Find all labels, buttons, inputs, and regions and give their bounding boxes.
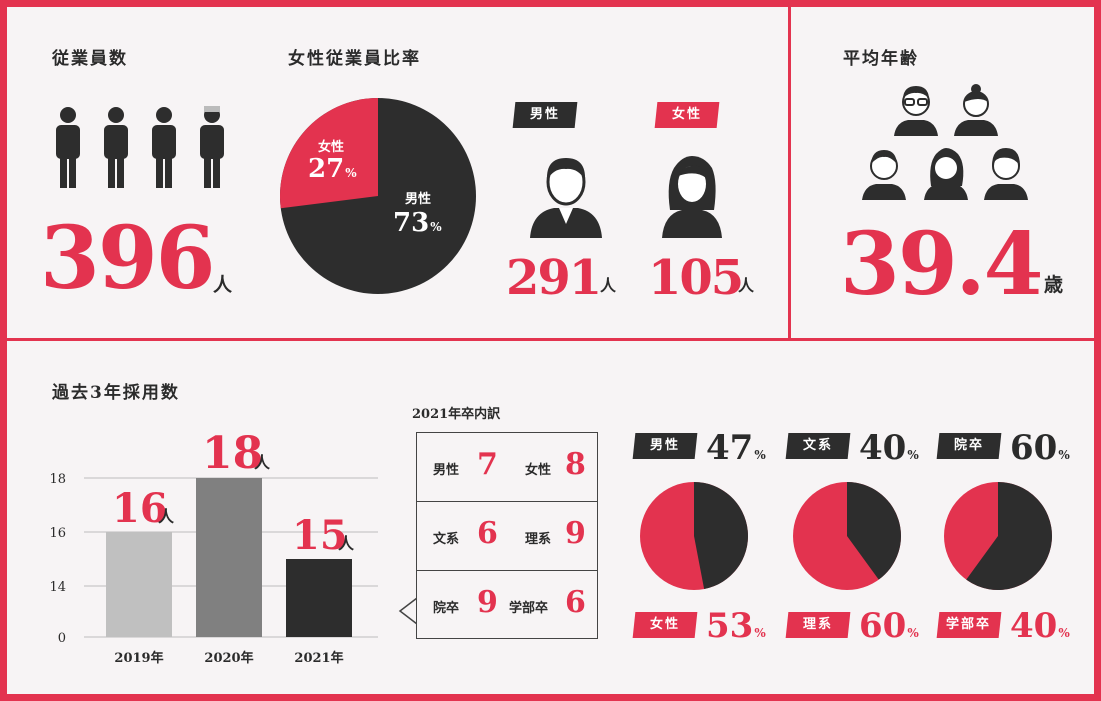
person-icon	[200, 106, 224, 188]
breakdown-value: 7	[477, 447, 498, 482]
breakdown-value: 6	[477, 516, 498, 551]
breakdown-value: 9	[477, 585, 498, 620]
male-count: 291	[506, 250, 602, 306]
person-icon	[152, 107, 176, 188]
female-avatar-icon	[662, 156, 722, 238]
bar-value-label: 16	[112, 485, 168, 532]
ratio-pie	[793, 482, 901, 590]
pie-bottom-tag: 学部卒	[936, 612, 1002, 638]
breakdown-label: 男性	[433, 463, 460, 478]
pie-female-slice	[280, 98, 378, 209]
bar	[196, 478, 262, 637]
pie-top-tag: 文系	[785, 433, 851, 459]
breakdown-box: 男性 7 女性 8 文系 6 理系 9 院卒 9 学部卒 6	[416, 432, 598, 639]
pie-female-value-wrap: 27%	[308, 154, 357, 184]
person-icon	[56, 107, 80, 188]
breakdown-label: 文系	[433, 532, 460, 547]
x-tick-label: 2019年	[114, 650, 163, 666]
ratio-pie	[944, 482, 1052, 590]
pie-female-value: 27	[308, 154, 345, 184]
employees-unit: 人	[213, 274, 233, 296]
divider-horizontal	[7, 338, 1094, 341]
breakdown-row: 男性 7 女性 8	[417, 433, 597, 502]
bar-value-unit: 人	[158, 507, 175, 526]
person-icon	[104, 107, 128, 188]
pie-top-tag: 院卒	[936, 433, 1002, 459]
pie-bottom-tag: 女性	[632, 612, 698, 638]
pie-top-tag: 男性	[632, 433, 698, 459]
pie-male-value: 73	[393, 208, 430, 238]
man-icon	[862, 150, 906, 200]
x-tick-label: 2020年	[204, 650, 253, 666]
divider-vertical	[788, 7, 791, 340]
breakdown-value: 6	[565, 585, 586, 620]
female-count-unit: 人	[738, 276, 755, 295]
avg-age-title: 平均年齢	[843, 49, 919, 69]
pie-male-unit: %	[430, 220, 442, 234]
breakdown-title: 2021年卒内訳	[412, 407, 501, 422]
breakdown-row: 文系 6 理系 9	[417, 502, 597, 571]
breakdown-label: 理系	[525, 532, 552, 547]
callout-pointer	[398, 597, 418, 625]
man-glasses-icon	[894, 86, 938, 136]
pie-bottom-value: 40%	[1010, 606, 1070, 646]
pie-bottom-value: 53%	[706, 606, 766, 646]
pie-male-label: 男性	[405, 192, 432, 207]
male-avatar-icon	[530, 158, 602, 238]
avg-age-value: 39.4	[840, 214, 1043, 315]
female-count: 105	[648, 250, 744, 306]
female-tag: 女性	[654, 102, 720, 128]
pie-female-label: 女性	[318, 140, 345, 155]
y-tick-label: 0	[58, 631, 66, 646]
bar-value-unit: 人	[338, 534, 355, 553]
people-group-icon	[862, 84, 1028, 200]
bar-value-label: 18	[202, 428, 263, 479]
y-tick-label: 18	[49, 472, 66, 487]
employees-title: 従業員数	[52, 49, 128, 69]
breakdown-label: 院卒	[433, 601, 460, 616]
pie-slice-dark	[966, 482, 1052, 590]
breakdown-value: 9	[565, 516, 586, 551]
woman-bun-icon	[954, 84, 998, 136]
pie-top-value: 40%	[859, 428, 919, 468]
female-ratio-pie	[280, 98, 476, 294]
x-tick-label: 2021年	[294, 650, 343, 666]
bar-value-unit: 人	[254, 453, 271, 472]
breakdown-value: 8	[565, 447, 586, 482]
man-young-icon	[984, 148, 1028, 200]
breakdown-label: 学部卒	[509, 601, 549, 616]
pie-female-unit: %	[345, 166, 357, 180]
pie-bottom-tag: 理系	[785, 612, 851, 638]
breakdown-label: 女性	[525, 463, 552, 478]
people-icon-group	[56, 106, 224, 188]
pie-male-value-wrap: 73%	[393, 208, 442, 238]
pie-top-value: 60%	[1010, 428, 1070, 468]
y-tick-label: 14	[49, 580, 66, 595]
employees-value: 396	[40, 208, 216, 309]
bar	[286, 559, 352, 637]
pie-top-value: 47%	[706, 428, 766, 468]
bar-value-label: 15	[292, 512, 348, 559]
woman-icon	[924, 148, 968, 200]
hiring-title: 過去3年採用数	[52, 383, 180, 403]
male-count-unit: 人	[600, 276, 617, 295]
pie-slice-dark	[694, 482, 748, 590]
pie-slice-dark	[847, 482, 901, 580]
avg-age-unit: 歳	[1044, 274, 1064, 296]
pie-bottom-value: 60%	[859, 606, 919, 646]
female-ratio-title: 女性従業員比率	[288, 49, 421, 69]
bar	[106, 532, 172, 637]
y-tick-label: 16	[49, 526, 66, 541]
breakdown-row: 院卒 9 学部卒 6	[417, 571, 597, 639]
ratio-pie	[640, 482, 748, 590]
male-tag: 男性	[512, 102, 578, 128]
